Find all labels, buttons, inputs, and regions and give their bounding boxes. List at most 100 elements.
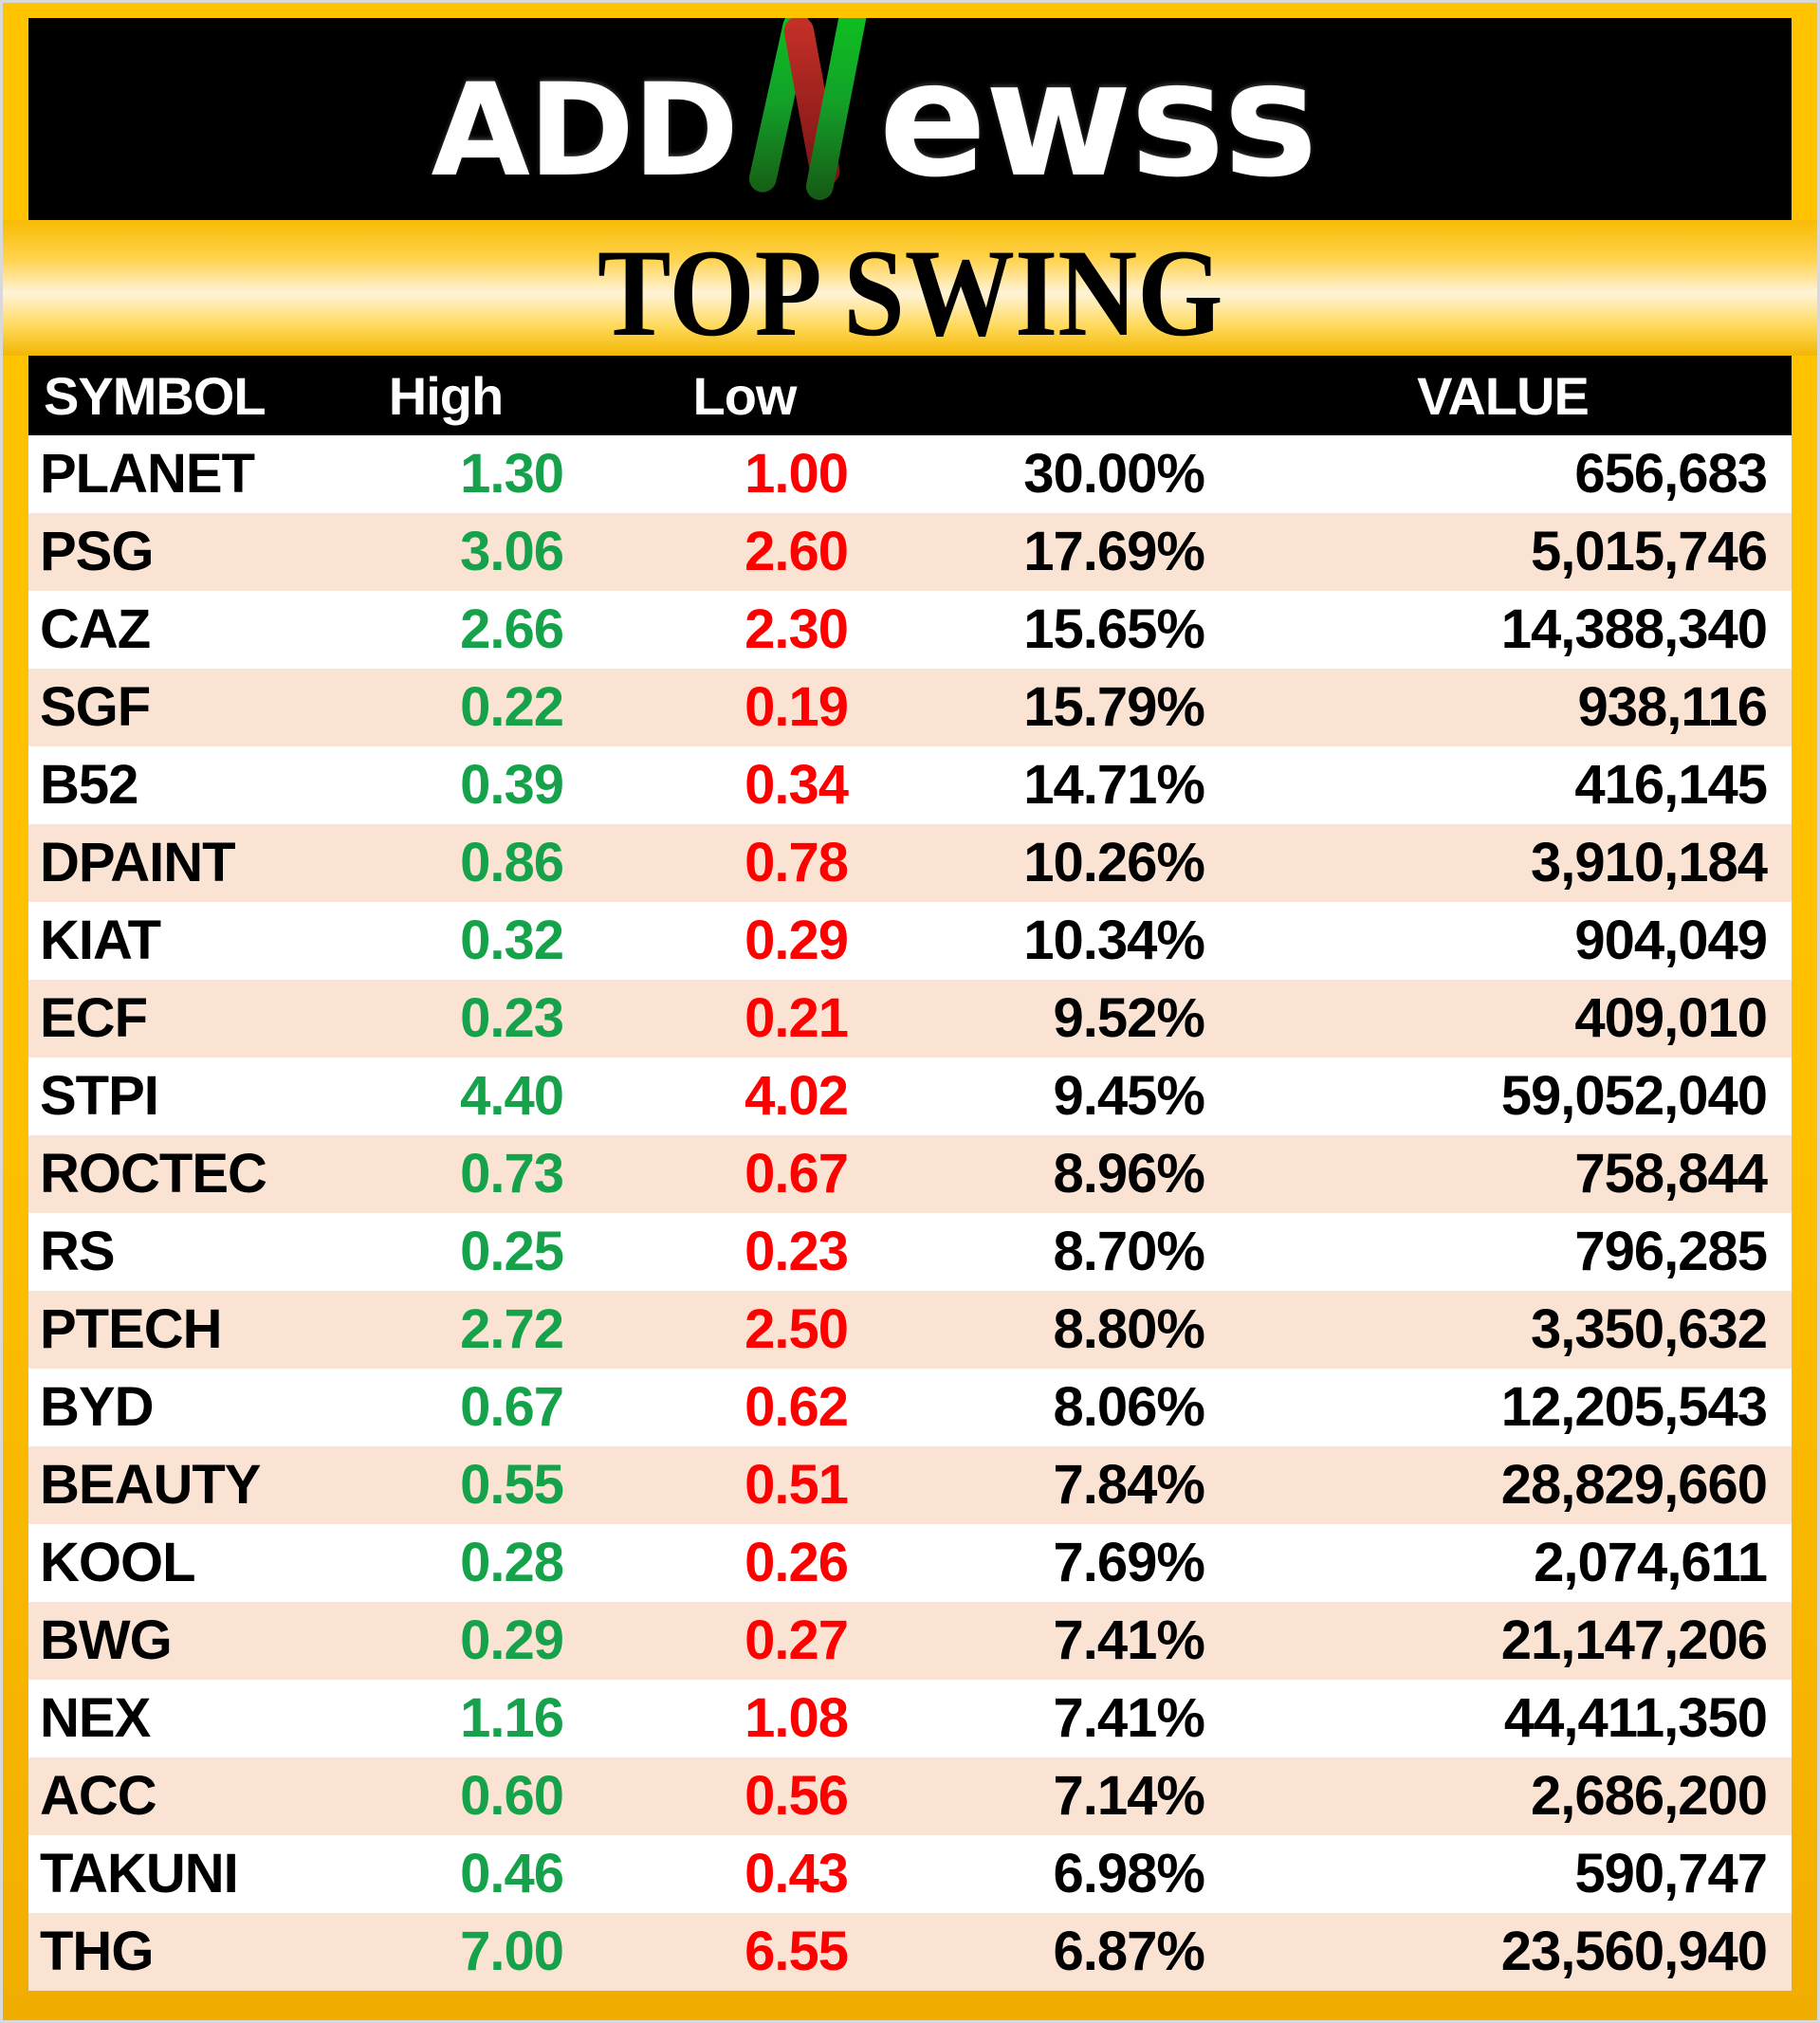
value-cell: 44,411,350 [1503, 1687, 1768, 1749]
value-cell: 21,147,206 [1500, 1609, 1768, 1671]
symbol-cell: ROCTEC [40, 1143, 267, 1205]
value-cell: 14,388,340 [1500, 598, 1768, 660]
symbol-cell: B52 [40, 754, 138, 816]
percent-cell: 17.69% [1023, 521, 1205, 582]
symbol-cell: BEAUTY [40, 1454, 261, 1516]
high-cell: 7.00 [460, 1921, 564, 1982]
value-cell: 3,350,632 [1530, 1298, 1768, 1360]
value-cell: 59,052,040 [1500, 1065, 1768, 1127]
percent-cell: 10.34% [1023, 910, 1205, 971]
table-row: NEX 1.16 1.08 7.41% 44,411,350 [28, 1680, 1792, 1757]
title-band: TOP SWING [3, 220, 1817, 356]
low-cell: 2.30 [745, 598, 849, 660]
value-cell: 23,560,940 [1500, 1921, 1768, 1982]
low-cell: 0.78 [745, 832, 849, 893]
value-cell: 758,844 [1574, 1143, 1768, 1205]
low-cell: 0.62 [745, 1376, 849, 1438]
value-cell: 28,829,660 [1500, 1454, 1768, 1516]
high-cell: 0.39 [460, 754, 564, 816]
logo-text-add: ADD [431, 56, 740, 205]
low-cell: 2.50 [745, 1298, 849, 1360]
candlestick-n-icon [748, 18, 866, 200]
low-cell: 0.19 [745, 676, 849, 738]
high-cell: 0.22 [460, 676, 564, 738]
value-cell: 12,205,543 [1500, 1376, 1768, 1438]
addnewss-logo: ADD ewss [432, 18, 1389, 220]
low-cell: 0.26 [745, 1532, 849, 1593]
high-cell: 0.28 [460, 1532, 564, 1593]
symbol-cell: PTECH [40, 1298, 223, 1360]
symbol-cell: NEX [40, 1687, 151, 1749]
symbol-cell: PSG [40, 521, 155, 582]
percent-cell: 7.84% [1053, 1454, 1205, 1516]
high-cell: 0.86 [460, 832, 564, 893]
symbol-cell: ACC [40, 1765, 157, 1827]
low-cell: 0.27 [745, 1609, 849, 1671]
logo-text-ewss: ewss [878, 27, 1318, 212]
high-cell: 2.72 [460, 1298, 564, 1360]
percent-cell: 10.26% [1023, 832, 1205, 893]
low-cell: 0.43 [745, 1843, 849, 1904]
percent-cell: 6.87% [1053, 1921, 1205, 1982]
percent-cell: 7.69% [1053, 1532, 1205, 1593]
table-row: B52 0.39 0.34 14.71% 416,145 [28, 746, 1792, 824]
high-cell: 4.40 [460, 1065, 564, 1127]
low-cell: 0.34 [745, 754, 849, 816]
value-cell: 5,015,746 [1530, 521, 1768, 582]
value-cell: 904,049 [1574, 910, 1768, 971]
percent-cell: 30.00% [1023, 443, 1205, 505]
symbol-cell: CAZ [40, 598, 151, 660]
table-row: KOOL 0.28 0.26 7.69% 2,074,611 [28, 1524, 1792, 1602]
high-cell: 3.06 [460, 521, 564, 582]
table-row: PTECH 2.72 2.50 8.80% 3,350,632 [28, 1291, 1792, 1369]
table-row: SGF 0.22 0.19 15.79% 938,116 [28, 669, 1792, 746]
table-header-row: SYMBOL High Low VALUE [28, 356, 1792, 435]
low-cell: 0.67 [745, 1143, 849, 1205]
symbol-cell: THG [40, 1921, 154, 1982]
header-low: Low [692, 365, 798, 426]
low-cell: 0.56 [745, 1765, 849, 1827]
table-row: BYD 0.67 0.62 8.06% 12,205,543 [28, 1369, 1792, 1446]
high-cell: 0.73 [460, 1143, 564, 1205]
symbol-cell: KIAT [40, 910, 161, 971]
table-row: ECF 0.23 0.21 9.52% 409,010 [28, 980, 1792, 1057]
high-cell: 0.67 [460, 1376, 564, 1438]
low-cell: 6.55 [745, 1921, 849, 1982]
low-cell: 2.60 [745, 521, 849, 582]
symbol-cell: SGF [40, 676, 151, 738]
symbol-cell: PLANET [40, 443, 255, 505]
table-row: RS 0.25 0.23 8.70% 796,285 [28, 1213, 1792, 1291]
percent-cell: 9.45% [1053, 1065, 1205, 1127]
high-cell: 2.66 [460, 598, 564, 660]
percent-cell: 7.14% [1053, 1765, 1205, 1827]
table-row: THG 7.00 6.55 6.87% 23,560,940 [28, 1913, 1792, 1991]
low-cell: 0.51 [745, 1454, 849, 1516]
high-cell: 0.23 [460, 987, 564, 1049]
value-cell: 2,074,611 [1534, 1532, 1768, 1593]
value-cell: 409,010 [1574, 987, 1768, 1049]
table-row: KIAT 0.32 0.29 10.34% 904,049 [28, 902, 1792, 980]
value-cell: 656,683 [1574, 443, 1768, 505]
low-cell: 0.21 [745, 987, 849, 1049]
high-cell: 0.46 [460, 1843, 564, 1904]
swing-table: SYMBOL High Low VALUE PLANET 1.30 1.00 3… [28, 356, 1792, 1991]
value-cell: 590,747 [1574, 1843, 1768, 1904]
high-cell: 0.55 [460, 1454, 564, 1516]
table-body: PLANET 1.30 1.00 30.00% 656,683 PSG 3.06… [28, 435, 1792, 1991]
value-cell: 796,285 [1574, 1221, 1768, 1282]
percent-cell: 9.52% [1053, 987, 1205, 1049]
symbol-cell: TAKUNI [40, 1843, 239, 1904]
high-cell: 1.16 [460, 1687, 564, 1749]
table-row: CAZ 2.66 2.30 15.65% 14,388,340 [28, 591, 1792, 669]
table-row: ACC 0.60 0.56 7.14% 2,686,200 [28, 1757, 1792, 1835]
symbol-cell: RS [40, 1221, 116, 1282]
header-value: VALUE [1417, 365, 1590, 426]
header-high: High [388, 365, 504, 426]
symbol-cell: BYD [40, 1376, 154, 1438]
table-row: PLANET 1.30 1.00 30.00% 656,683 [28, 435, 1792, 513]
low-cell: 1.08 [745, 1687, 849, 1749]
percent-cell: 15.65% [1023, 598, 1205, 660]
symbol-cell: STPI [40, 1065, 159, 1127]
percent-cell: 8.80% [1053, 1298, 1205, 1360]
percent-cell: 8.96% [1053, 1143, 1205, 1205]
